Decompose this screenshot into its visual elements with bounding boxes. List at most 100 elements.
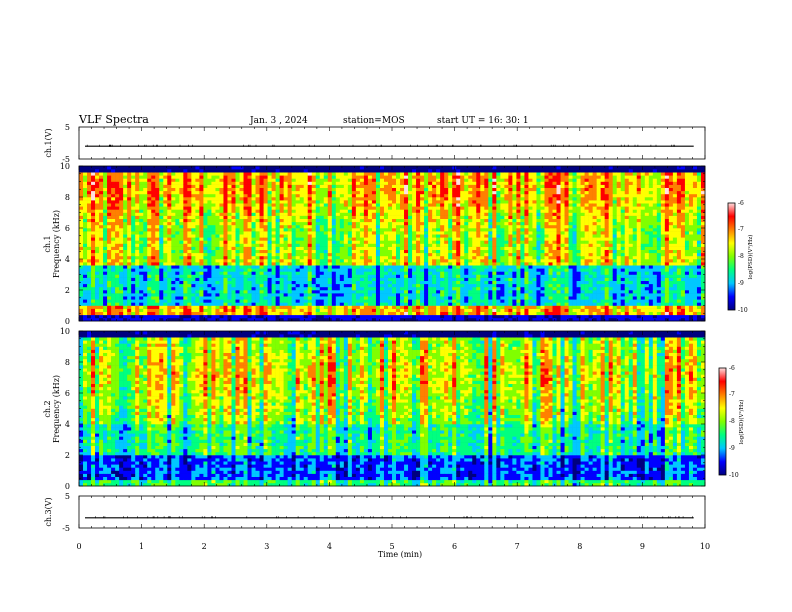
spectrogram-cell bbox=[436, 244, 440, 247]
spectrogram-cell bbox=[296, 312, 300, 315]
spectrogram-cell bbox=[344, 256, 348, 259]
spectrogram-cell bbox=[252, 312, 256, 315]
spectrogram-cell bbox=[296, 278, 300, 281]
spectrogram-cell bbox=[464, 172, 468, 175]
spectrogram-cell bbox=[135, 240, 139, 243]
spectrogram-cell bbox=[304, 237, 308, 240]
spectrogram-cell bbox=[163, 200, 167, 203]
spectrogram-cell bbox=[292, 182, 296, 185]
spectrogram-cell bbox=[260, 225, 264, 228]
spectrogram-cell bbox=[456, 200, 460, 203]
spectrogram-cell bbox=[191, 268, 195, 271]
spectrogram-cell bbox=[448, 185, 452, 188]
spectrogram-cell bbox=[332, 175, 336, 178]
spectrogram-cell bbox=[211, 315, 215, 318]
spectrogram-cell bbox=[296, 188, 300, 191]
spectrogram-cell bbox=[95, 296, 99, 299]
spectrogram-cell bbox=[336, 234, 340, 237]
spectrogram-cell bbox=[376, 240, 380, 243]
spectrogram-cell bbox=[195, 265, 199, 268]
spectrogram-cell bbox=[252, 306, 256, 309]
spectrogram-cell bbox=[328, 197, 332, 200]
spectrogram-cell bbox=[240, 240, 244, 243]
spectrogram-cell bbox=[404, 315, 408, 318]
spectrogram-cell bbox=[95, 185, 99, 188]
spectrogram-cell bbox=[83, 185, 87, 188]
spectrogram-cell bbox=[187, 287, 191, 290]
spectrogram-cell bbox=[167, 216, 171, 219]
spectrogram-cell bbox=[360, 290, 364, 293]
spectrogram-cell bbox=[151, 284, 155, 287]
spectrogram-cell bbox=[119, 309, 123, 312]
spectrogram-cell bbox=[324, 247, 328, 250]
spectrogram-cell bbox=[99, 216, 103, 219]
spectrogram-cell bbox=[191, 259, 195, 262]
spectrogram-cell bbox=[223, 259, 227, 262]
spectrogram-cell bbox=[440, 231, 444, 234]
spectrogram-cell bbox=[215, 256, 219, 259]
spectrogram-cell bbox=[119, 290, 123, 293]
spectrogram-cell bbox=[187, 188, 191, 191]
spectrogram-cell bbox=[207, 302, 211, 305]
spectrogram-cell bbox=[195, 299, 199, 302]
spectrogram-cell bbox=[191, 178, 195, 181]
spectrogram-cell bbox=[272, 234, 276, 237]
spectrogram-cell bbox=[336, 244, 340, 247]
spectrogram-cell bbox=[320, 203, 324, 206]
spectrogram-cell bbox=[135, 281, 139, 284]
spectrogram-cell bbox=[432, 256, 436, 259]
spectrogram-cell bbox=[171, 244, 175, 247]
spectrogram-cell bbox=[396, 275, 400, 278]
spectrogram-cell bbox=[199, 213, 203, 216]
spectrogram-cell bbox=[332, 271, 336, 274]
spectrogram-cell bbox=[264, 306, 268, 309]
spectrogram-cell bbox=[444, 253, 448, 256]
spectrogram-cell bbox=[300, 302, 304, 305]
spectrogram-cell bbox=[372, 166, 376, 169]
spectrogram-cell bbox=[151, 231, 155, 234]
spectrogram-cell bbox=[424, 185, 428, 188]
spectrogram-cell bbox=[324, 265, 328, 268]
spectrogram-cell bbox=[416, 197, 420, 200]
spectrogram-cell bbox=[163, 287, 167, 290]
spectrogram-cell bbox=[135, 253, 139, 256]
spectrogram-cell bbox=[324, 278, 328, 281]
spectrogram-cell bbox=[448, 209, 452, 212]
spectrogram-cell bbox=[103, 203, 107, 206]
spectrogram-cell bbox=[384, 250, 388, 253]
spectrogram-cell bbox=[332, 275, 336, 278]
spectrogram-cell bbox=[252, 247, 256, 250]
spectrogram-cell bbox=[79, 169, 83, 172]
spectrogram-cell bbox=[420, 166, 424, 169]
spectrogram-cell bbox=[392, 290, 396, 293]
spectrogram-cell bbox=[392, 306, 396, 309]
spectrogram-cell bbox=[244, 265, 248, 268]
spectrogram-cell bbox=[460, 209, 464, 212]
spectrogram-cell bbox=[344, 228, 348, 231]
spectrogram-cell bbox=[131, 225, 135, 228]
spectrogram-cell bbox=[352, 268, 356, 271]
spectrogram-cell bbox=[468, 175, 472, 178]
spectrogram-cell bbox=[147, 194, 151, 197]
spectrogram-cell bbox=[91, 219, 95, 222]
spectrogram-cell bbox=[199, 312, 203, 315]
spectrogram-cell bbox=[360, 182, 364, 185]
spectrogram-cell bbox=[167, 284, 171, 287]
spectrogram-cell bbox=[83, 256, 87, 259]
spectrogram-cell bbox=[111, 312, 115, 315]
spectrogram-cell bbox=[252, 172, 256, 175]
spectrogram-cell bbox=[300, 309, 304, 312]
spectrogram-cell bbox=[332, 268, 336, 271]
spectrogram-cell bbox=[280, 213, 284, 216]
spectrogram-cell bbox=[296, 225, 300, 228]
spectrogram-cell bbox=[436, 275, 440, 278]
spectrogram-cell bbox=[107, 166, 111, 169]
spectrogram-cell bbox=[392, 200, 396, 203]
spectrogram-cell bbox=[231, 209, 235, 212]
spectrogram-cell bbox=[348, 315, 352, 318]
spectrogram-cell bbox=[139, 271, 143, 274]
spectrogram-cell bbox=[428, 216, 432, 219]
spectrogram-cell bbox=[236, 265, 240, 268]
spectrogram-cell bbox=[404, 228, 408, 231]
spectrogram-cell bbox=[91, 175, 95, 178]
